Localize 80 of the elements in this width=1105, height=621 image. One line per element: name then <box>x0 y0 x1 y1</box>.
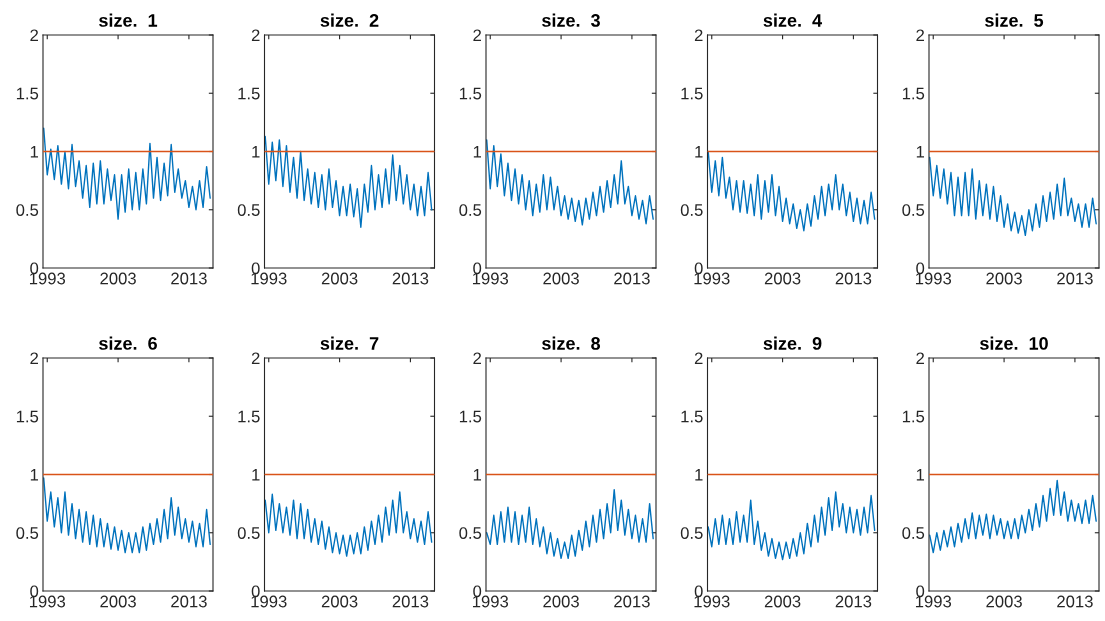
y-tick-label: 1 <box>252 146 260 158</box>
y-tick-label: 2 <box>251 29 260 42</box>
y-tick-label: 2 <box>251 352 260 365</box>
x-tick-label: 2013 <box>1057 272 1093 285</box>
x-tick-label: 2003 <box>764 272 801 285</box>
y-tick-label: 0.5 <box>902 204 925 216</box>
y-tick-label: 1.5 <box>681 410 703 423</box>
x-tick-label: 2013 <box>171 595 207 608</box>
y-tick-label: 1.5 <box>902 410 925 423</box>
y-tick-label: 1.5 <box>16 410 39 423</box>
y-tick-label: 1 <box>252 469 260 481</box>
y-tick-label: 1.5 <box>681 87 703 100</box>
y-tick-label: 1 <box>30 469 39 481</box>
y-tick-label: 1 <box>695 469 703 481</box>
y-tick-label: 1.5 <box>238 87 260 100</box>
x-tick-label: 2013 <box>171 272 207 285</box>
y-tick-label: 1 <box>916 469 925 481</box>
chart-title: size. 9 <box>763 336 822 350</box>
x-tick-label: 2003 <box>321 272 358 285</box>
chart-title: size. 10 <box>980 336 1048 350</box>
x-tick-label: 2003 <box>100 595 136 608</box>
x-tick-label: 2003 <box>100 272 136 285</box>
line-series <box>707 491 876 561</box>
y-tick-label: 2 <box>473 352 481 365</box>
x-tick-label: 2013 <box>835 595 872 608</box>
chart-title: size. 1 <box>99 13 158 27</box>
y-tick-label: 0.5 <box>680 204 703 216</box>
line-series <box>707 150 876 232</box>
x-tick-label: 2003 <box>543 595 579 608</box>
y-tick-label: 1.5 <box>459 410 482 423</box>
line-series <box>486 139 654 226</box>
chart-title: size. 6 <box>99 336 157 350</box>
y-tick-label: 1 <box>30 146 39 158</box>
x-tick-label: 2003 <box>321 595 358 608</box>
chart-title: size. 4 <box>763 13 823 27</box>
line-series <box>486 488 654 560</box>
line-series <box>929 479 1097 554</box>
line-series <box>264 491 433 557</box>
x-tick-label: 2013 <box>1057 595 1093 608</box>
x-tick-label: 2003 <box>764 595 801 608</box>
y-tick-label: 0.5 <box>680 527 703 539</box>
x-tick-label: 2003 <box>986 595 1022 608</box>
y-tick-label: 2 <box>473 29 481 42</box>
y-tick-label: 1.5 <box>238 410 260 423</box>
y-tick-label: 2 <box>30 29 38 42</box>
y-tick-label: 1 <box>916 146 925 158</box>
line-series <box>43 477 211 554</box>
x-tick-label: 2013 <box>835 272 872 285</box>
line-series <box>43 127 211 220</box>
x-tick-label: 2013 <box>392 272 429 285</box>
y-tick-label: 1 <box>473 469 482 481</box>
y-tick-label: 0.5 <box>16 204 39 216</box>
line-series <box>929 156 1097 237</box>
y-tick-label: 0.5 <box>237 527 260 539</box>
y-tick-label: 1.5 <box>459 87 482 100</box>
y-tick-label: 2 <box>916 29 924 42</box>
chart-title: size. 2 <box>320 13 379 27</box>
y-tick-label: 0.5 <box>459 204 482 216</box>
y-tick-label: 0.5 <box>16 527 39 539</box>
x-tick-label: 2003 <box>543 272 579 285</box>
y-tick-label: 2 <box>694 352 703 365</box>
y-tick-label: 2 <box>30 352 38 365</box>
y-tick-label: 1 <box>695 146 703 158</box>
x-tick-label: 2013 <box>392 595 429 608</box>
x-tick-label: 2013 <box>614 272 650 285</box>
x-tick-label: 2013 <box>614 595 650 608</box>
y-tick-label: 1 <box>473 146 482 158</box>
y-tick-label: 2 <box>694 29 703 42</box>
chart-title: size. 3 <box>542 13 600 27</box>
y-tick-label: 0.5 <box>902 527 925 539</box>
chart-title: size. 7 <box>320 336 379 350</box>
x-tick-label: 2003 <box>986 272 1022 285</box>
y-tick-label: 1.5 <box>16 87 39 100</box>
y-tick-label: 2 <box>916 352 924 365</box>
y-tick-label: 0.5 <box>237 204 260 216</box>
line-series <box>264 135 433 228</box>
y-tick-label: 1.5 <box>902 87 925 100</box>
chart-title: size. 8 <box>542 336 601 350</box>
chart-title: size. 5 <box>985 13 1044 27</box>
y-tick-label: 0.5 <box>459 527 482 539</box>
